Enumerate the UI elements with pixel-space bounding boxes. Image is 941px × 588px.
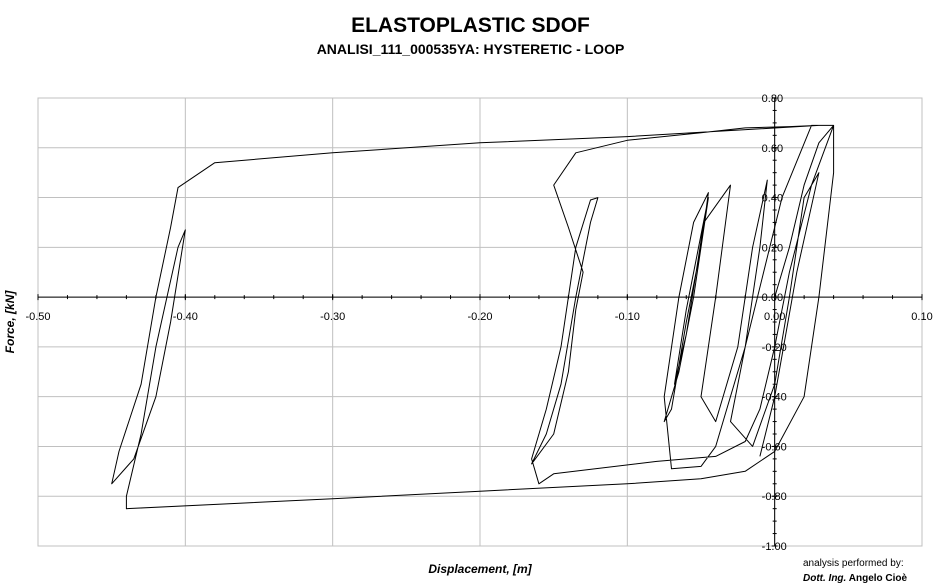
credit-title: Dott. Ing. xyxy=(803,573,847,584)
y-tick-label: 0.40 xyxy=(762,193,783,205)
x-tick-label: 0.10 xyxy=(911,311,932,323)
y-tick-label: 0.00 xyxy=(762,292,783,304)
y-axis-label: Force, [kN] xyxy=(3,290,17,354)
x-axis-label: Displacement, [m] xyxy=(428,562,532,576)
credit-name: Angelo Cioè xyxy=(848,573,908,584)
credit-line-2: Dott. Ing. Angelo Cioè xyxy=(803,573,907,584)
chart-subtitle: ANALISI_111_000535YA: HYSTERETIC - LOOP xyxy=(316,41,625,57)
x-tick-label: -0.30 xyxy=(320,311,345,323)
y-tick-label: 0.20 xyxy=(762,242,783,254)
x-tick-label: -0.50 xyxy=(25,311,50,323)
tick-labels: -0.50 -0.40 -0.30 -0.20 -0.10 0.00 0.10 -1.00 -0… xyxy=(25,93,932,553)
hysteresis-loop-line xyxy=(111,124,835,510)
y-tick-label: -0.80 xyxy=(762,491,787,503)
y-tick-label: -1.00 xyxy=(762,541,787,553)
x-tick-label: -0.10 xyxy=(615,311,640,323)
x-tick-label: -0.40 xyxy=(173,311,198,323)
y-tick-label: -0.60 xyxy=(762,441,787,453)
axes xyxy=(37,97,923,547)
x-tick-label: -0.20 xyxy=(467,311,492,323)
x-tick-label: 0.00 xyxy=(764,311,785,323)
chart-title: ELASTOPLASTIC SDOF xyxy=(351,14,590,37)
series xyxy=(111,124,835,510)
y-tick-label: 0.60 xyxy=(762,143,783,155)
credit-line-1: analysis performed by: xyxy=(803,558,904,569)
y-tick-label: 0.80 xyxy=(762,93,783,105)
